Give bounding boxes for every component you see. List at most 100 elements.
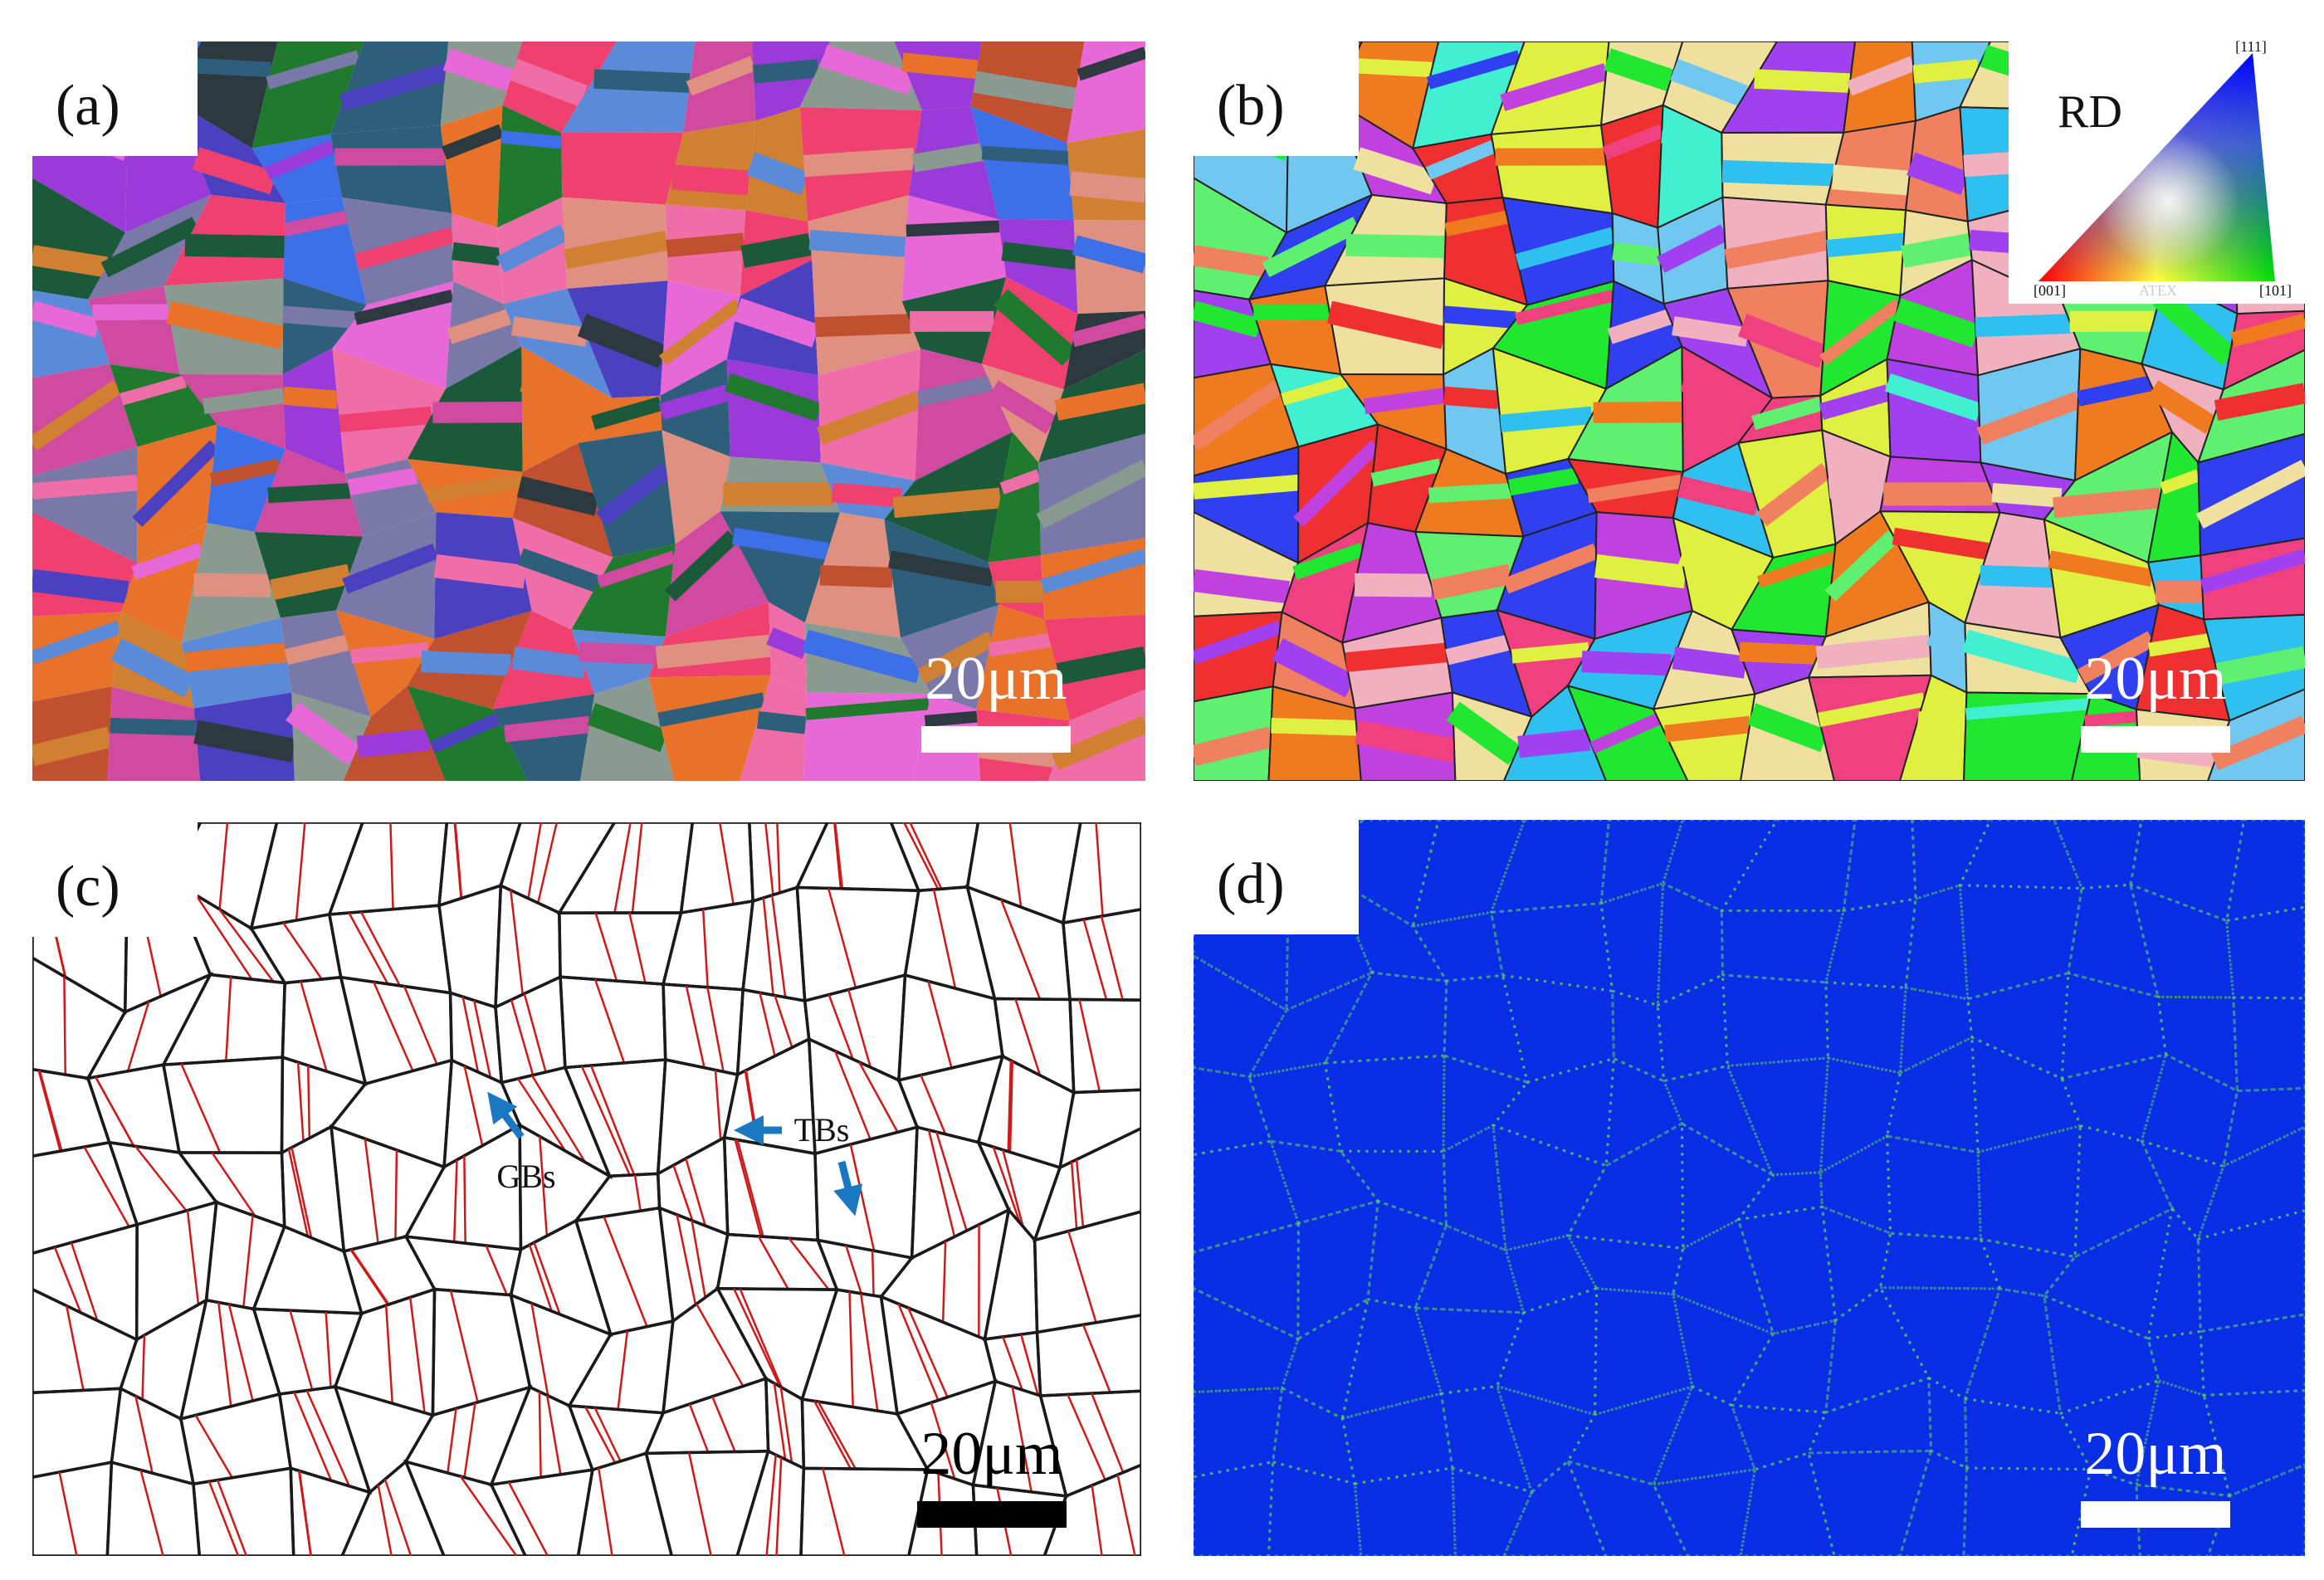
twin-band (1445, 635, 1510, 666)
twin-boundary (463, 1402, 476, 1478)
twin-boundary (530, 1303, 549, 1397)
twin-boundary (217, 1302, 232, 1407)
twin-boundary (613, 822, 632, 914)
twin-boundary (631, 822, 643, 914)
twin-boundary (775, 1457, 783, 1556)
kam-boundary (1599, 820, 1684, 905)
kam-boundary (2196, 1125, 2305, 1241)
twin-band (1962, 629, 2082, 684)
grain-boundary (329, 1058, 454, 1169)
grain-boundary (803, 973, 907, 1083)
twin-boundary (53, 1246, 82, 1314)
kam-boundary (1651, 1468, 1757, 1556)
twin-band (2147, 380, 2217, 434)
twin-band (32, 474, 139, 500)
twin-band (1593, 402, 1683, 423)
twin-boundary (218, 908, 275, 983)
twin-band (1194, 621, 1283, 665)
grain (988, 432, 1042, 563)
twin-boundary (676, 1214, 697, 1305)
kam-boundary (1979, 1237, 2077, 1298)
twin-band (1443, 305, 1516, 329)
twin-boundary (897, 1303, 940, 1401)
twin-boundary (822, 1468, 846, 1556)
twin-band (1194, 568, 1291, 604)
twin-band (803, 148, 915, 178)
twin-boundary (293, 1392, 333, 1481)
kam-boundary (1824, 897, 1917, 989)
twin-boundary (296, 1061, 305, 1142)
kam-boundary (2196, 1209, 2305, 1334)
twin-band (973, 71, 1077, 110)
twin-band (342, 543, 439, 594)
twin-band (432, 402, 523, 423)
twin-band (587, 703, 669, 753)
twin-band (1672, 646, 1747, 679)
twin-band (593, 69, 691, 93)
twin-band (1194, 300, 1262, 338)
twin-boundary (134, 1396, 154, 1474)
twin-band (1353, 147, 1438, 195)
twin-boundary (685, 985, 706, 1068)
twin-boundary (126, 1001, 150, 1072)
twin-band (265, 139, 336, 180)
kam-boundary (1366, 1199, 1448, 1310)
twin-band (981, 145, 1069, 165)
twin-band (433, 554, 527, 589)
twin-band (1893, 298, 1980, 348)
grain-boundary (558, 911, 683, 986)
grain-boundary (1068, 997, 1141, 1095)
twin-boundary (907, 1307, 949, 1398)
twin-band (283, 210, 349, 237)
twin-boundary (765, 1455, 777, 1556)
grain-boundary (509, 1218, 613, 1338)
map (1194, 820, 2305, 1556)
panel-label: (c) (56, 855, 120, 919)
twin-boundary (739, 1288, 784, 1388)
twin-boundary (871, 1250, 875, 1296)
twin-band (442, 124, 505, 160)
twin-band (1589, 713, 1661, 753)
grain-boundary (993, 997, 1076, 1095)
twin-boundary (935, 1131, 968, 1231)
grain-boundary (1038, 1389, 1141, 1499)
map (1194, 41, 2305, 781)
twin-band (32, 726, 113, 767)
twin-boundary (141, 1334, 146, 1400)
twin-boundary (454, 822, 463, 899)
twin-boundary (218, 822, 229, 909)
twin-boundary (594, 912, 618, 982)
twin-band (1069, 171, 1145, 203)
twin-boundary (403, 986, 438, 1066)
arrow (833, 1160, 863, 1217)
kam-boundary (1194, 1139, 1301, 1254)
twin-band (517, 548, 601, 592)
kam-boundary (1927, 1375, 1969, 1470)
annotation: TBs (794, 1111, 850, 1148)
twin-band (1051, 715, 1145, 771)
grain-boundary (559, 975, 667, 1070)
twin-boundary (706, 987, 725, 1072)
grain-boundary (907, 1467, 979, 1556)
twin-band (917, 631, 996, 685)
grain-boundary (339, 975, 453, 1086)
grain (282, 348, 345, 474)
twin-boundary (589, 1065, 636, 1176)
twin-band (596, 463, 672, 527)
grain-boundary (251, 1224, 364, 1315)
twin-boundary (533, 1241, 561, 1315)
twin-band (500, 130, 563, 149)
twin-boundary (714, 1070, 722, 1140)
twin-boundary (845, 1245, 862, 1295)
twin-band (132, 440, 220, 527)
twin-boundary (1008, 822, 1023, 908)
twin-boundary (225, 977, 232, 1061)
twin-boundary (63, 976, 66, 1075)
twin-band (820, 45, 915, 95)
twin-boundary (359, 911, 401, 987)
twin-boundary (617, 1330, 629, 1410)
grain (280, 610, 371, 717)
twin-band (1756, 463, 1833, 527)
grain-boundary (277, 1385, 373, 1495)
scale-bar (2081, 726, 2230, 753)
